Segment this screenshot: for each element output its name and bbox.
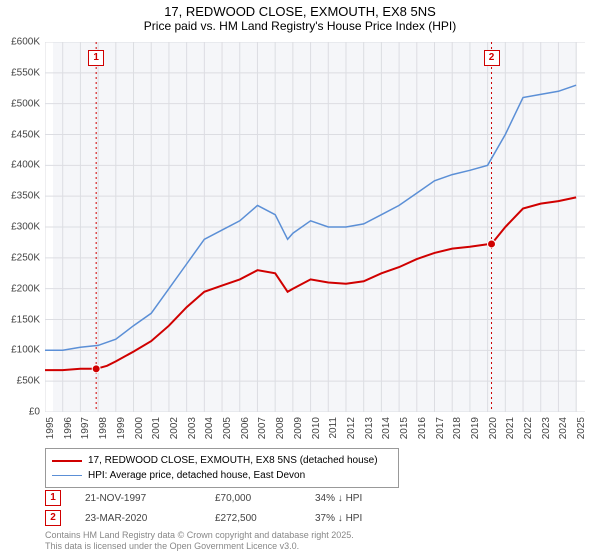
x-axis-label: 1995 [45,417,56,447]
x-axis-label: 2003 [187,417,198,447]
footer-line-1: Contains HM Land Registry data © Crown c… [45,530,354,541]
x-axis-label: 2022 [523,417,534,447]
y-axis-label: £400K [0,160,40,171]
x-axis-label: 1997 [80,417,91,447]
y-axis-label: £500K [0,98,40,109]
x-axis-label: 2015 [399,417,410,447]
y-axis-label: £0 [0,407,40,418]
sale-delta: 37% ↓ HPI [315,513,415,524]
sale-delta: 34% ↓ HPI [315,493,415,504]
sale-price: £70,000 [215,493,315,504]
x-axis-label: 1998 [98,417,109,447]
x-axis-label: 2020 [488,417,499,447]
footer: Contains HM Land Registry data © Crown c… [45,530,354,552]
x-axis-label: 2011 [328,417,339,447]
x-axis-label: 2004 [204,417,215,447]
x-axis-label: 2013 [364,417,375,447]
y-axis-label: £550K [0,67,40,78]
legend-label-0: 17, REDWOOD CLOSE, EXMOUTH, EX8 5NS (det… [88,455,378,466]
x-axis-label: 2024 [558,417,569,447]
y-axis-label: £50K [0,376,40,387]
x-axis-label: 2025 [576,417,587,447]
x-axis-label: 2023 [541,417,552,447]
y-axis-label: £200K [0,283,40,294]
sale-marker-icon: 2 [484,50,500,66]
x-axis-label: 2016 [417,417,428,447]
sale-date: 21-NOV-1997 [85,493,215,504]
x-axis-label: 1996 [63,417,74,447]
sale-price: £272,500 [215,513,315,524]
x-axis-label: 2017 [435,417,446,447]
sales-row: 2 23-MAR-2020 £272,500 37% ↓ HPI [45,508,415,528]
x-axis-label: 2002 [169,417,180,447]
sale-marker-icon: 1 [45,490,61,506]
legend: 17, REDWOOD CLOSE, EXMOUTH, EX8 5NS (det… [45,448,399,488]
chart: £0£50K£100K£150K£200K£250K£300K£350K£400… [45,42,585,412]
x-axis-label: 2009 [293,417,304,447]
x-axis-label: 2012 [346,417,357,447]
chart-title-sub: Price paid vs. HM Land Registry's House … [0,19,600,33]
y-axis-label: £600K [0,37,40,48]
x-axis-label: 2005 [222,417,233,447]
sales-row: 1 21-NOV-1997 £70,000 34% ↓ HPI [45,488,415,508]
y-axis-label: £450K [0,129,40,140]
chart-title-address: 17, REDWOOD CLOSE, EXMOUTH, EX8 5NS [0,4,600,19]
x-axis-label: 2018 [452,417,463,447]
y-axis-label: £100K [0,345,40,356]
x-axis-label: 1999 [116,417,127,447]
x-axis-label: 2014 [381,417,392,447]
x-axis-label: 2006 [240,417,251,447]
y-axis-label: £150K [0,314,40,325]
y-axis-label: £350K [0,191,40,202]
legend-label-1: HPI: Average price, detached house, East… [88,470,305,481]
sale-date: 23-MAR-2020 [85,513,215,524]
sales-table: 1 21-NOV-1997 £70,000 34% ↓ HPI 2 23-MAR… [45,488,415,528]
x-axis-label: 2008 [275,417,286,447]
y-axis-label: £250K [0,252,40,263]
y-axis-label: £300K [0,222,40,233]
x-axis-label: 2021 [505,417,516,447]
x-axis-label: 2007 [257,417,268,447]
x-axis-label: 2001 [151,417,162,447]
x-axis-label: 2010 [311,417,322,447]
x-axis-label: 2000 [134,417,145,447]
x-axis-label: 2019 [470,417,481,447]
footer-line-2: This data is licensed under the Open Gov… [45,541,354,552]
sale-marker-icon: 1 [88,50,104,66]
sale-marker-icon: 2 [45,510,61,526]
